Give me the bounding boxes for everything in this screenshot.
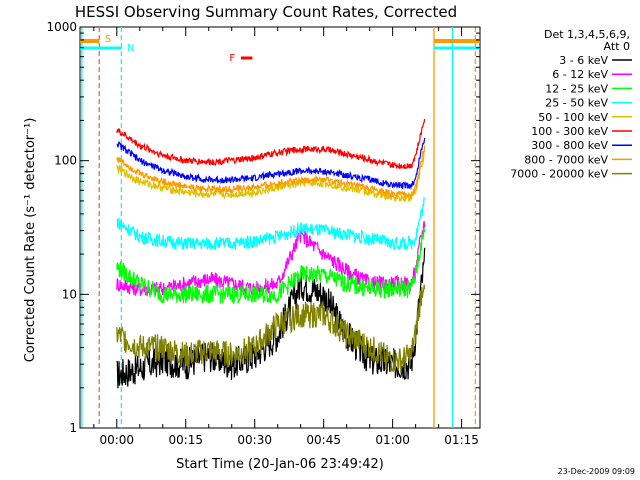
x-tick-label: 00:45 xyxy=(306,433,341,447)
legend-label-6: 300 - 800 keV xyxy=(531,139,608,152)
chart-title: HESSI Observing Summary Count Rates, Cor… xyxy=(75,3,457,21)
legend-label-1: 6 - 12 keV xyxy=(552,68,608,81)
annotation-f: F xyxy=(229,53,235,64)
series-line-1 xyxy=(116,220,426,297)
legend-header-2: Att 0 xyxy=(604,40,630,53)
y-axis-label: Corrected Count Rate (s⁻¹ detector⁻¹) xyxy=(23,118,38,363)
series-line-5 xyxy=(116,118,426,170)
series-line-3 xyxy=(116,196,426,252)
x-tick-label: 01:15 xyxy=(444,433,479,447)
series-line-7 xyxy=(116,145,426,199)
footer-date: 23-Dec-2009 09:09 xyxy=(558,467,635,476)
x-axis-label: Start Time (20-Jan-06 23:49:42) xyxy=(176,457,384,472)
plot-frame xyxy=(79,26,481,429)
legend-label-0: 3 - 6 keV xyxy=(559,54,608,67)
legend-label-4: 50 - 100 keV xyxy=(538,111,608,124)
y-tick-label: 1 xyxy=(69,421,77,435)
legend-label-2: 12 - 25 keV xyxy=(545,82,608,95)
annotation-n: N xyxy=(127,43,134,54)
series-line-6 xyxy=(116,137,426,191)
legend-header-1: Det 1,3,4,5,6,9, xyxy=(544,28,630,41)
y-tick-label: 100 xyxy=(54,154,77,168)
series-line-8 xyxy=(116,284,426,374)
x-tick-label: 00:15 xyxy=(168,433,203,447)
legend-label-5: 100 - 300 keV xyxy=(531,125,608,138)
annotation-s: S xyxy=(105,34,111,45)
x-tick-label: 00:00 xyxy=(99,433,134,447)
x-tick-label: 01:00 xyxy=(375,433,410,447)
y-tick-label: 10 xyxy=(62,287,77,301)
y-tick-label: 1000 xyxy=(46,20,77,34)
legend-label-8: 7000 - 20000 keV xyxy=(510,168,608,181)
series-line-2 xyxy=(116,227,426,305)
legend-label-3: 25 - 50 keV xyxy=(545,97,608,110)
legend-label-7: 800 - 7000 keV xyxy=(524,153,608,166)
x-tick-label: 00:30 xyxy=(237,433,272,447)
